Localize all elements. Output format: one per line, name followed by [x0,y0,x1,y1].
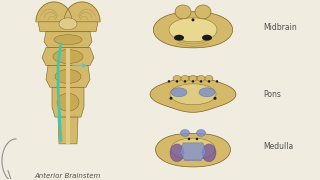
Polygon shape [58,117,78,144]
Ellipse shape [57,93,79,111]
Text: Anterior Brainstem: Anterior Brainstem [35,173,101,179]
Polygon shape [46,66,90,87]
Polygon shape [170,84,216,105]
Polygon shape [44,32,92,48]
Ellipse shape [170,97,172,100]
Polygon shape [180,143,206,161]
Polygon shape [52,87,84,117]
Ellipse shape [171,88,187,97]
Ellipse shape [54,35,82,45]
Ellipse shape [216,80,218,83]
Ellipse shape [59,18,77,30]
Text: Medulla: Medulla [263,142,293,151]
Polygon shape [66,87,70,117]
Ellipse shape [200,80,202,83]
Ellipse shape [205,75,213,81]
Ellipse shape [173,75,181,81]
Ellipse shape [184,80,186,83]
Polygon shape [64,2,100,22]
Ellipse shape [213,97,217,100]
Polygon shape [42,48,94,66]
Ellipse shape [202,35,212,41]
Polygon shape [153,12,233,48]
Ellipse shape [192,80,194,83]
Ellipse shape [202,144,216,162]
Ellipse shape [168,80,170,83]
Polygon shape [66,117,70,144]
Polygon shape [36,2,72,22]
Text: Pons: Pons [263,90,281,99]
Ellipse shape [195,5,211,19]
Ellipse shape [175,5,191,19]
Ellipse shape [208,80,210,83]
Ellipse shape [188,138,190,140]
Text: Midbrain: Midbrain [263,23,297,32]
Ellipse shape [53,50,83,64]
Ellipse shape [176,80,178,83]
Ellipse shape [170,144,184,162]
Ellipse shape [180,129,189,136]
Ellipse shape [196,138,198,140]
Ellipse shape [181,75,189,81]
Polygon shape [150,76,236,112]
Polygon shape [38,22,98,32]
Polygon shape [66,48,70,66]
Ellipse shape [196,129,205,136]
Polygon shape [66,66,70,87]
Ellipse shape [55,69,81,83]
Ellipse shape [199,88,215,97]
Polygon shape [171,138,215,159]
Ellipse shape [174,35,184,41]
Polygon shape [169,18,217,42]
Ellipse shape [189,75,197,81]
Ellipse shape [191,18,195,21]
Polygon shape [156,133,230,167]
Ellipse shape [197,75,205,81]
